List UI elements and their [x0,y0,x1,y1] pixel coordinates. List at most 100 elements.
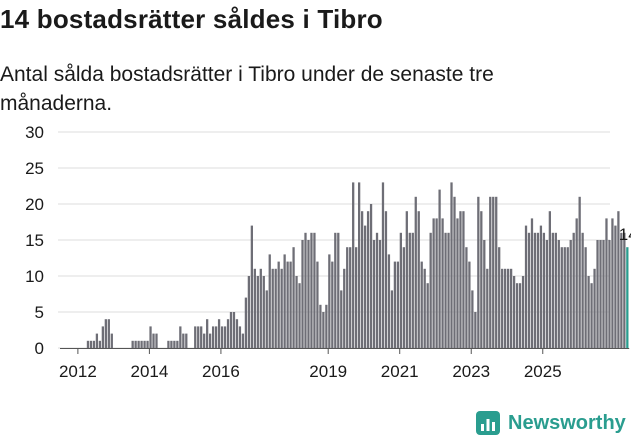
bar [474,312,477,348]
bar [268,254,271,348]
bar [310,232,313,348]
bar [232,312,236,348]
bar [417,211,420,348]
bar [498,247,501,348]
bar [229,312,233,348]
y-tick-label: 30 [25,123,44,142]
bar [203,333,206,348]
bar [155,333,158,348]
bar [334,232,337,348]
bar [533,232,537,348]
bar [572,232,575,348]
last-value-label: 14 [619,225,631,244]
bar [551,232,554,348]
bar [343,268,346,348]
bar [387,254,391,348]
bar [149,326,152,348]
bar [372,240,376,348]
bar [274,268,277,348]
bar [223,326,227,348]
bar [530,218,534,348]
bar [575,218,578,348]
bar [408,232,411,348]
bar [465,247,468,348]
bar [277,261,280,348]
bar [289,261,292,348]
bar [307,240,310,348]
bar [173,340,176,348]
bar [206,319,209,348]
bar [110,333,113,348]
y-tick-label: 0 [35,339,44,358]
bar [542,232,546,348]
bar [560,247,563,348]
bar [304,232,307,348]
bar [286,261,289,348]
bar [197,326,200,348]
chart-subtitle: Antal sålda bostadsrätter i Tibro under … [0,63,494,115]
bar [319,304,322,348]
x-tick-label: 2014 [130,362,168,381]
bar [521,276,525,348]
bar [492,196,495,348]
bar [352,182,355,348]
y-tick-label: 15 [25,231,44,250]
bar [429,232,432,348]
bar [331,261,334,348]
bar [214,326,218,348]
y-tick-label: 25 [25,159,44,178]
brand-name: Newsworthy [508,411,626,434]
bar [366,211,370,348]
bar [599,240,602,348]
bar [548,211,551,348]
bar [358,182,361,348]
bar [411,232,414,348]
bar [507,268,510,348]
bar [414,196,417,348]
bar [298,283,301,348]
bar [101,326,104,348]
x-tick-label: 2019 [309,362,347,381]
bar [137,340,140,348]
bar [170,340,173,348]
bar [244,297,248,348]
bar [545,240,549,348]
bar [378,240,382,348]
bar [349,247,352,348]
bar [283,254,286,348]
bar [495,196,498,348]
y-tick-label: 20 [25,195,44,214]
bar [539,225,543,348]
bar [235,319,239,348]
bar [271,268,274,348]
bar [325,304,328,348]
bar [405,211,408,348]
bar [480,211,483,348]
bar [393,261,397,348]
bar [259,268,262,348]
bar [140,340,143,348]
bar [328,254,331,348]
bar [322,312,325,348]
bar [185,333,188,348]
bar [554,232,557,348]
bar [569,240,572,348]
bar [384,211,388,348]
bar [346,247,349,348]
bar [596,240,599,348]
bar [355,247,358,348]
bar [256,276,259,348]
bar [280,268,283,348]
bar [420,261,423,348]
bar [584,247,587,348]
bar [262,276,265,348]
bar [602,240,605,348]
bar [450,182,453,348]
bar [98,340,102,348]
bar [438,189,441,348]
bar [504,268,507,348]
bar [131,340,134,348]
bar [292,247,295,348]
bar [179,326,182,348]
